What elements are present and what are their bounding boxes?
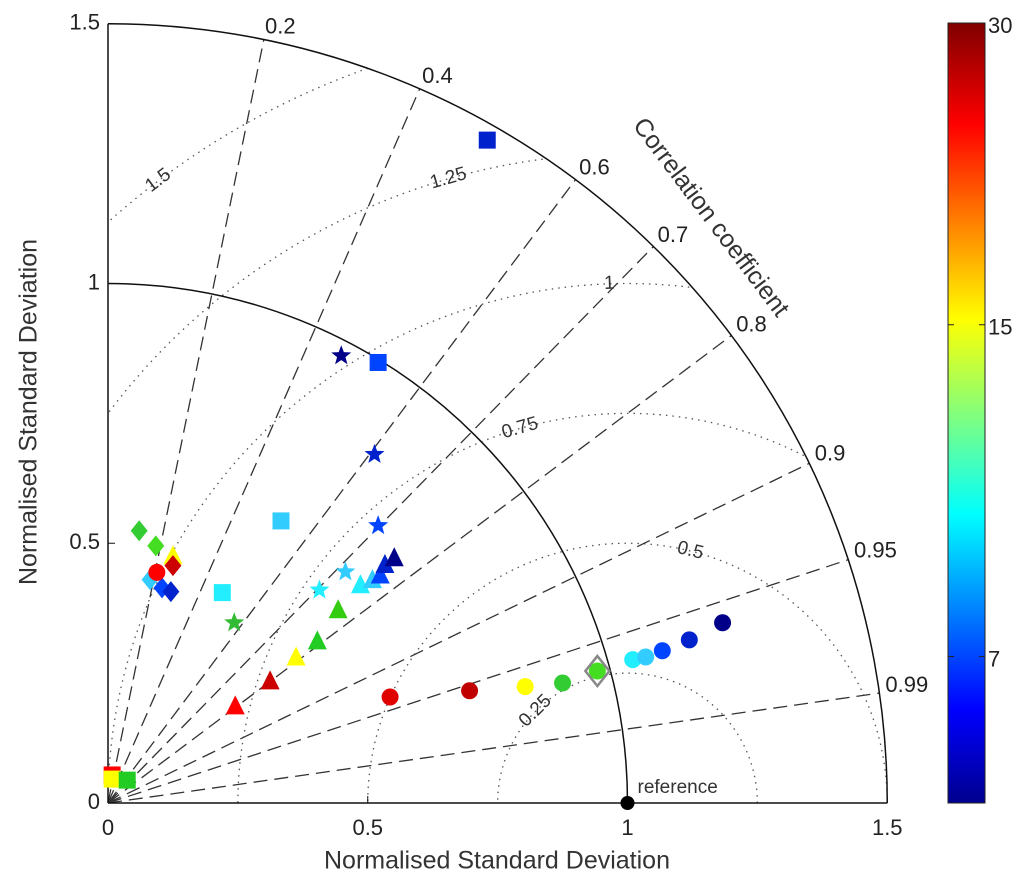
rms-label: 0.25 <box>515 690 556 731</box>
point <box>653 642 671 660</box>
point <box>147 535 165 557</box>
correlation-title: Correlation coefficient <box>627 112 795 322</box>
point <box>554 674 572 692</box>
colorbar-tick-label: 15 <box>988 315 1012 340</box>
plot-area: 0.25 0.5 0.75 1 1.25 1.5 0.2 0.4 0.6 0.7 0.8 0.9 0.9… <box>69 10 928 840</box>
correlation-line <box>107 559 849 804</box>
rms-label: 1 <box>604 273 615 294</box>
point <box>369 353 387 371</box>
point <box>384 547 404 567</box>
point <box>335 561 356 581</box>
correlation-label: 0.8 <box>736 312 767 337</box>
correlation-line <box>107 39 265 804</box>
point <box>624 651 642 669</box>
y-axis-title: Normalised Standard Deviation <box>15 239 43 585</box>
correlation-label: 0.95 <box>854 538 897 563</box>
point <box>588 662 606 680</box>
correlation-label: 0.7 <box>658 222 689 247</box>
reference-point <box>620 796 635 810</box>
rms-label: 1.5 <box>141 164 175 197</box>
reference-label: reference <box>638 777 718 798</box>
std-arc <box>107 23 888 804</box>
rms-arc <box>237 412 888 803</box>
point <box>309 579 330 599</box>
correlation-line <box>107 334 732 804</box>
point <box>461 682 479 700</box>
point <box>637 648 655 666</box>
correlation-label: 0.99 <box>885 672 928 697</box>
point <box>224 612 245 632</box>
x-tick-label: 1.5 <box>872 815 903 840</box>
correlation-line <box>107 692 880 804</box>
colorbar <box>947 22 986 804</box>
colorbar-tick-label: 30 <box>988 13 1012 38</box>
rms-label: 0.5 <box>675 537 706 564</box>
point <box>478 131 496 149</box>
x-tick-label: 1 <box>621 815 633 840</box>
point <box>162 581 180 603</box>
point <box>164 555 182 577</box>
point <box>381 688 399 706</box>
point <box>368 515 389 535</box>
point <box>286 646 306 666</box>
point <box>370 564 390 584</box>
point <box>225 695 245 715</box>
y-tick-label: 0 <box>88 789 100 814</box>
point <box>307 630 327 650</box>
point <box>714 614 732 632</box>
point <box>364 443 385 463</box>
point <box>583 654 611 689</box>
point <box>130 520 148 542</box>
rms-arc <box>108 153 888 803</box>
correlation-line <box>107 88 421 804</box>
point <box>331 345 352 365</box>
correlation-line <box>107 462 810 804</box>
correlation-label: 0.9 <box>815 441 846 466</box>
point <box>272 512 290 530</box>
point <box>375 554 395 574</box>
correlation-label: 0.6 <box>579 155 610 180</box>
point <box>103 770 121 788</box>
rms-arc <box>108 23 888 803</box>
correlation-label: 0.4 <box>422 63 453 88</box>
x-tick-label: 0 <box>102 815 114 840</box>
x-axis-title: Normalised Standard Deviation <box>324 847 670 875</box>
point <box>516 678 534 696</box>
rms-label: 1.25 <box>428 163 469 193</box>
point <box>213 584 231 602</box>
y-tick-label: 1 <box>88 269 100 294</box>
x-tick-label: 0.5 <box>352 815 383 840</box>
correlation-label: 0.2 <box>265 13 296 38</box>
rms-label: 0.75 <box>499 413 540 443</box>
point <box>148 563 166 581</box>
point <box>163 545 183 565</box>
point <box>328 599 348 619</box>
point <box>350 574 370 594</box>
std-arc <box>107 282 629 804</box>
y-tick-label: 0.5 <box>69 529 100 554</box>
correlation-line <box>107 179 577 804</box>
point <box>118 771 136 789</box>
point <box>680 631 698 649</box>
rms-arc <box>367 542 888 803</box>
colorbar-tick-label: 7 <box>988 646 1000 671</box>
y-tick-label: 1.5 <box>69 10 100 35</box>
point <box>260 670 280 690</box>
